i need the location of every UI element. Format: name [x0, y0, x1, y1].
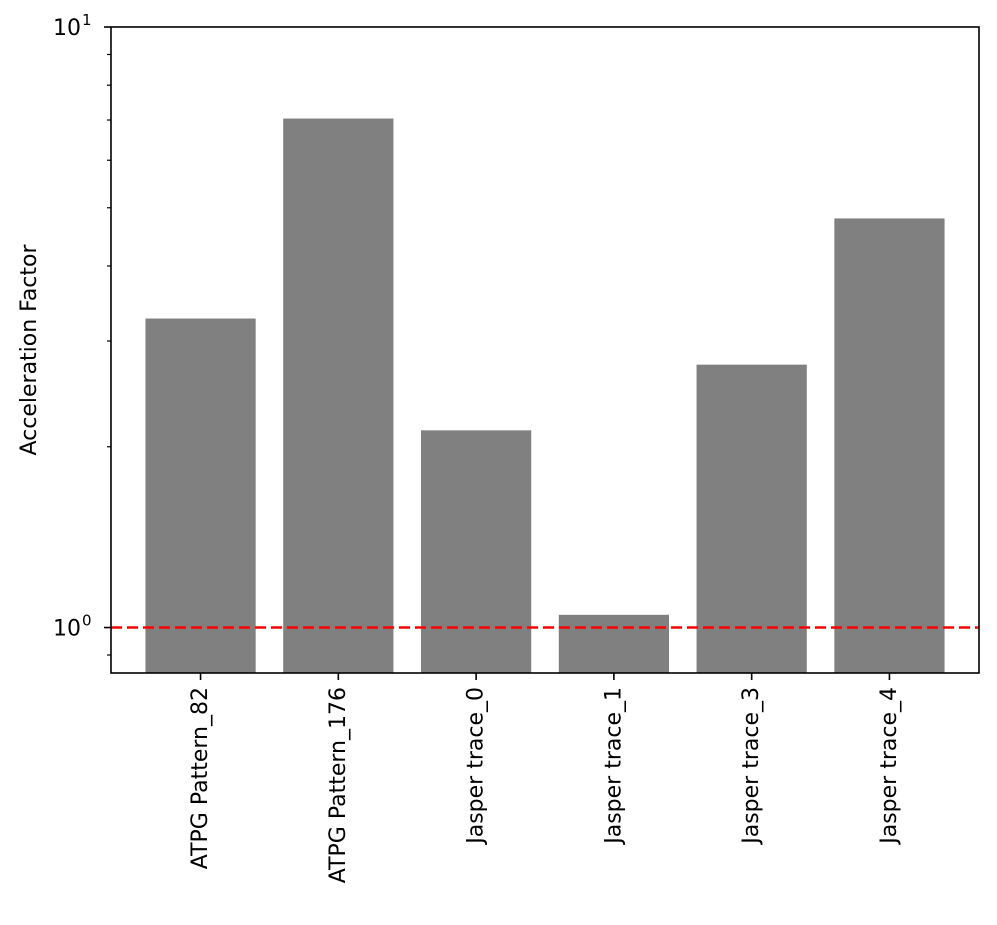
- x-tick-label: Jasper trace_3: [739, 687, 764, 846]
- bar: [696, 364, 807, 673]
- x-tick-label: Jasper trace_1: [601, 687, 626, 846]
- bar: [558, 614, 669, 673]
- y-tick-label: 10: [53, 617, 81, 642]
- x-axis: ATPG Pattern_82 ATPG Pattern_176 Jasper tr…: [188, 673, 902, 883]
- bar: [421, 430, 532, 673]
- y-axis-title: Acceleration Factor: [17, 244, 42, 456]
- x-tick-label: Jasper trace_4: [877, 687, 902, 846]
- bar: [145, 318, 256, 673]
- y-tick-exponent: 1: [82, 11, 92, 29]
- bars: [145, 118, 945, 674]
- plot-frame: [110, 26, 980, 674]
- x-tick-label: ATPG Pattern_82: [188, 687, 213, 869]
- x-tick-label: ATPG Pattern_176: [326, 687, 351, 883]
- bar: [283, 118, 394, 674]
- y-tick-label: 10: [53, 16, 81, 41]
- y-tick-exponent: 0: [82, 612, 92, 630]
- x-tick-label: Jasper trace_0: [464, 687, 489, 846]
- bar: [834, 218, 945, 673]
